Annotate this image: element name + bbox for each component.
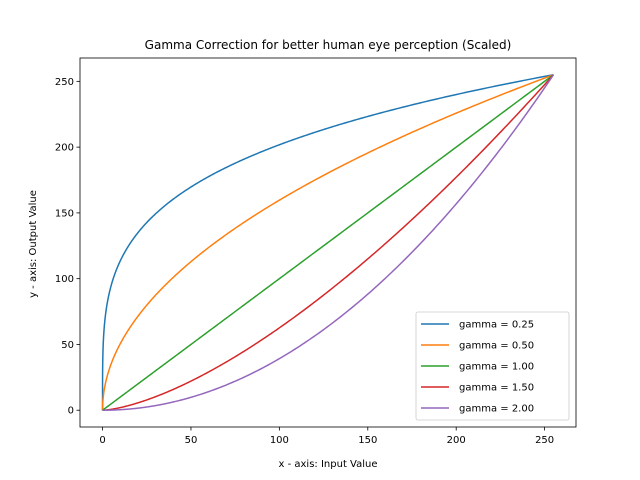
- legend-label: gamma = 0.50: [459, 341, 534, 352]
- x-tick-label: 0: [99, 435, 105, 446]
- y-tick-label: 200: [55, 143, 74, 154]
- y-axis: 0 50 100 150 200 250: [55, 77, 80, 417]
- series-line: [101, 74, 554, 411]
- legend-label: gamma = 2.00: [459, 404, 534, 415]
- y-axis-label: y - axis: Output Value: [28, 190, 39, 298]
- series-line: [101, 74, 554, 411]
- series-line: [101, 74, 554, 411]
- legend-label: gamma = 0.25: [459, 320, 534, 331]
- x-tick-label: 250: [535, 435, 554, 446]
- x-axis-label: x - axis: Input Value: [279, 459, 378, 470]
- y-tick-label: 250: [55, 77, 74, 88]
- series-layer: [101, 74, 555, 411]
- chart-title: Gamma Correction for better human eye pe…: [145, 38, 512, 52]
- y-tick-label: 50: [61, 340, 74, 351]
- x-axis: 0 50 100 150 200 250: [99, 427, 554, 446]
- legend-box: [415, 311, 570, 421]
- y-tick-label: 100: [55, 274, 74, 285]
- x-tick-label: 100: [270, 435, 289, 446]
- legend: gamma = 0.25 gamma = 0.50 gamma = 1.00 gamm…: [415, 311, 570, 421]
- x-tick-label: 200: [447, 435, 466, 446]
- y-tick-label: 150: [55, 208, 74, 219]
- x-tick-label: 150: [358, 435, 377, 446]
- x-tick-label: 50: [185, 435, 198, 446]
- legend-label: gamma = 1.50: [459, 383, 534, 394]
- series-line: [101, 74, 555, 411]
- y-tick-label: 0: [68, 406, 74, 417]
- axes-frame: [79, 57, 577, 428]
- legend-label: gamma = 1.00: [459, 362, 534, 373]
